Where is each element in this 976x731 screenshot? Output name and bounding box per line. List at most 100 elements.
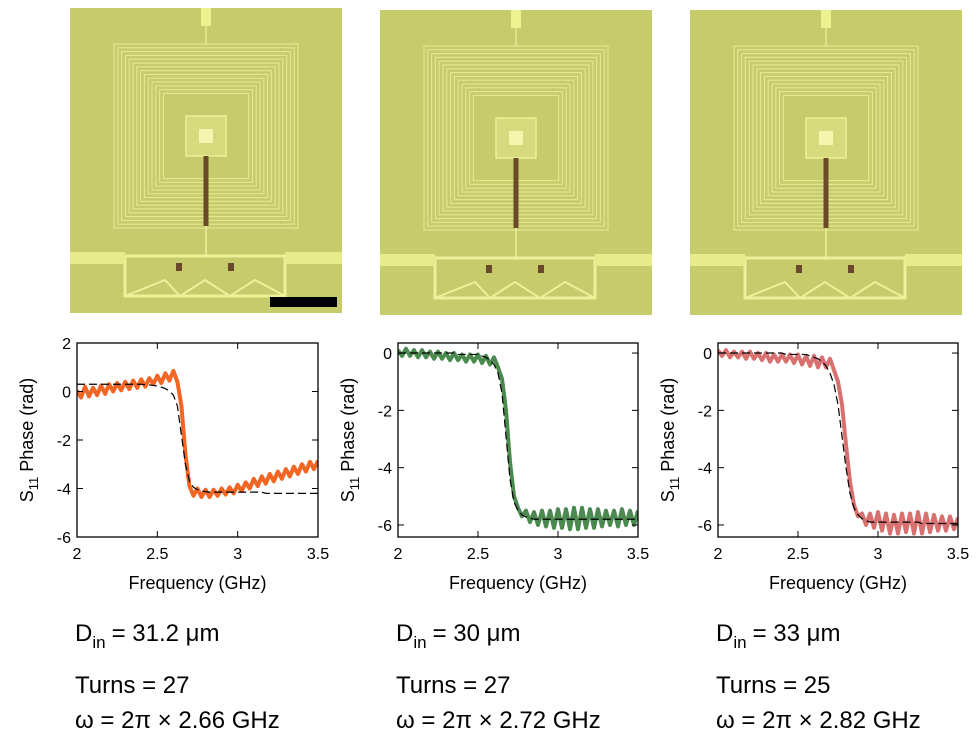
junction-array <box>513 158 519 228</box>
x-tick-label: 2.5 <box>146 546 168 563</box>
annotation-rest: = 30 μm <box>433 620 521 647</box>
y-label-rest: Phase (rad) <box>17 378 37 472</box>
coupler <box>123 254 287 298</box>
y-axis-label: S11 Phase (rad) <box>658 378 682 503</box>
coupler-tabs <box>124 278 286 298</box>
junction-l <box>796 265 802 273</box>
y-label-rest: Phase (rad) <box>658 378 678 472</box>
side-lead-r <box>595 254 652 266</box>
annotation-sub: in <box>413 633 426 652</box>
x-tick-label: 3 <box>874 546 883 563</box>
x-axis-label: Frequency (GHz) <box>449 573 587 593</box>
center-pad <box>509 131 523 145</box>
side-lead-r <box>905 254 962 266</box>
y-axis-label: S11 Phase (rad) <box>338 378 362 503</box>
annotation: Turns = 27 <box>75 672 190 699</box>
y-label-sub: 11 <box>667 477 682 491</box>
junction-r <box>848 265 854 273</box>
coupler <box>743 256 907 300</box>
micrograph <box>380 10 652 315</box>
x-tick-label: 2 <box>394 546 403 563</box>
plot-frame <box>76 342 319 538</box>
annotation: Turns = 25 <box>716 672 831 699</box>
fit-line <box>77 383 318 494</box>
annotation-main: D <box>396 620 413 647</box>
annotation: ω = 2π × 2.66 GHz <box>75 707 280 731</box>
y-label-main: S <box>338 490 358 502</box>
x-tick-label: 3 <box>554 546 563 563</box>
annotation: ω = 2π × 2.72 GHz <box>396 707 601 731</box>
junction-r <box>228 263 234 271</box>
x-tick-label: 3.5 <box>307 546 329 563</box>
y-tick-label: 0 <box>703 346 712 363</box>
coupler <box>433 256 597 300</box>
y-axis-label: S11 Phase (rad) <box>17 378 41 503</box>
side-lead-l <box>690 254 745 266</box>
top-pad <box>201 8 211 26</box>
plot-frame <box>397 342 639 538</box>
x-tick-label: 2 <box>714 546 723 563</box>
junction-l <box>176 263 182 271</box>
annotation-main: D <box>75 620 92 647</box>
annotation: Din = 30 μm <box>396 620 520 652</box>
top-pad <box>821 10 831 28</box>
side-lead-r <box>285 252 342 264</box>
junction-r <box>538 265 544 273</box>
x-tick-label: 2.5 <box>787 546 809 563</box>
annotation: Din = 33 μm <box>716 620 840 652</box>
scale-bar <box>270 297 337 307</box>
y-tick-label: -6 <box>378 518 392 535</box>
x-tick-label: 2.5 <box>467 546 489 563</box>
y-tick-label: 0 <box>62 385 71 402</box>
fit-line <box>718 352 958 525</box>
annotation-sub: in <box>92 633 105 652</box>
annotation-sub: in <box>733 633 746 652</box>
data-line <box>77 368 318 499</box>
y-tick-label: -6 <box>57 530 71 547</box>
fit-line <box>398 352 638 520</box>
coupler-tabs <box>434 280 596 300</box>
x-tick-label: 3 <box>233 546 242 563</box>
y-tick-label: -2 <box>378 403 392 420</box>
x-tick-label: 3.5 <box>627 546 649 563</box>
data-line <box>398 346 638 532</box>
micrograph <box>70 8 342 313</box>
x-tick-label: 2 <box>73 546 82 563</box>
y-tick-label: -2 <box>57 433 71 450</box>
center-pad <box>199 129 213 143</box>
y-tick-label: -4 <box>698 461 712 478</box>
junction-l <box>486 265 492 273</box>
y-label-sub: 11 <box>347 477 362 491</box>
micrograph <box>690 10 962 315</box>
y-tick-label: 2 <box>62 336 71 353</box>
data-line <box>718 348 958 536</box>
y-label-main: S <box>658 490 678 502</box>
y-label-rest: Phase (rad) <box>338 378 358 472</box>
side-lead-l <box>70 252 125 264</box>
annotation: ω = 2π × 2.82 GHz <box>716 707 921 731</box>
center-pad <box>819 131 833 145</box>
side-lead-l <box>380 254 435 266</box>
y-tick-label: -4 <box>378 461 392 478</box>
annotation-rest: = 31.2 μm <box>112 620 220 647</box>
x-tick-label: 3.5 <box>947 546 969 563</box>
y-tick-label: 0 <box>383 346 392 363</box>
y-label-main: S <box>17 490 37 502</box>
top-pad <box>511 10 521 28</box>
y-tick-label: -2 <box>698 403 712 420</box>
y-tick-label: -6 <box>698 518 712 535</box>
annotation: Din = 31.2 μm <box>75 620 219 652</box>
coupler-tabs <box>744 280 906 300</box>
annotation: Turns = 27 <box>396 672 511 699</box>
annotation-rest: = 33 μm <box>753 620 841 647</box>
x-axis-label: Frequency (GHz) <box>769 573 907 593</box>
x-axis-label: Frequency (GHz) <box>128 573 266 593</box>
plot-frame <box>717 342 959 538</box>
y-label-sub: 11 <box>26 477 41 491</box>
annotation-main: D <box>716 620 733 647</box>
junction-array <box>203 156 209 226</box>
y-tick-label: -4 <box>57 482 71 499</box>
junction-array <box>823 158 829 228</box>
